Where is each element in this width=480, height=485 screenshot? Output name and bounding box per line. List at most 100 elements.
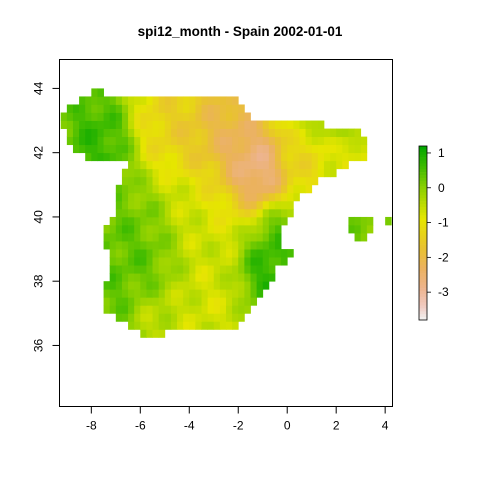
raster-cell bbox=[299, 120, 306, 129]
raster-cell bbox=[158, 152, 166, 162]
raster-cell bbox=[152, 208, 160, 218]
raster-cell bbox=[195, 200, 202, 210]
raster-cell bbox=[232, 160, 239, 170]
raster-cell bbox=[103, 297, 111, 306]
colorbar-segment bbox=[419, 282, 427, 286]
raster-cell bbox=[158, 192, 166, 202]
raster-cell bbox=[207, 200, 215, 210]
colorbar-segment bbox=[419, 262, 427, 266]
raster-cell bbox=[170, 152, 178, 162]
raster-cell bbox=[207, 289, 215, 298]
raster-cell bbox=[152, 329, 160, 338]
raster-cell bbox=[140, 241, 147, 250]
raster-cell bbox=[244, 184, 251, 194]
raster-cell bbox=[219, 128, 227, 138]
raster-cell bbox=[140, 265, 147, 274]
raster-cell bbox=[115, 112, 123, 121]
raster-cell bbox=[134, 321, 141, 330]
raster-cell bbox=[146, 200, 153, 210]
raster-cell bbox=[348, 216, 355, 226]
raster-cell bbox=[323, 136, 331, 146]
raster-cell bbox=[360, 224, 368, 234]
raster-cell bbox=[146, 128, 153, 138]
colorbar-segment bbox=[419, 183, 427, 187]
raster-cell bbox=[274, 136, 282, 146]
raster-cell bbox=[354, 152, 362, 162]
raster-cell bbox=[268, 265, 276, 274]
raster-cell bbox=[128, 233, 135, 242]
raster-cell bbox=[244, 128, 251, 138]
raster-cell bbox=[158, 200, 166, 210]
colorbar-frame bbox=[418, 145, 428, 321]
raster-cell bbox=[189, 184, 196, 194]
raster-cell bbox=[274, 120, 282, 129]
raster-cell bbox=[134, 120, 141, 129]
colorbar-segment bbox=[419, 146, 427, 150]
raster-cell bbox=[152, 297, 160, 306]
raster-cell bbox=[189, 281, 196, 290]
raster-cell bbox=[238, 104, 245, 113]
raster-cell bbox=[207, 168, 215, 178]
raster-cell bbox=[274, 249, 282, 258]
raster-cell bbox=[287, 208, 294, 218]
raster-cell bbox=[281, 144, 288, 154]
raster-cell bbox=[213, 136, 221, 146]
raster-cell bbox=[183, 176, 190, 186]
raster-cell bbox=[183, 273, 190, 282]
raster-cell bbox=[201, 200, 209, 210]
raster-cell bbox=[170, 176, 178, 186]
raster-cell bbox=[189, 104, 196, 113]
raster-cell bbox=[219, 208, 227, 218]
colorbar-tick-label: -1 bbox=[438, 216, 449, 230]
raster-cell bbox=[311, 160, 319, 170]
raster-cell bbox=[170, 120, 178, 129]
raster-cell bbox=[201, 289, 209, 298]
raster-cell bbox=[213, 249, 221, 258]
raster-cell bbox=[232, 112, 239, 121]
raster-cell bbox=[177, 265, 184, 274]
raster-cell bbox=[177, 297, 184, 306]
raster-cell bbox=[201, 152, 209, 162]
raster-cell bbox=[146, 120, 153, 129]
raster-cell bbox=[158, 233, 166, 242]
raster-cell bbox=[207, 241, 215, 250]
raster-cell bbox=[268, 224, 276, 234]
raster-cell bbox=[262, 192, 270, 202]
raster-cell bbox=[287, 136, 294, 146]
raster-cell bbox=[207, 136, 215, 146]
raster-cell bbox=[189, 289, 196, 298]
raster-cell bbox=[140, 224, 147, 234]
raster-cell bbox=[91, 88, 98, 97]
raster-cell bbox=[183, 321, 190, 330]
raster-cell bbox=[183, 313, 190, 322]
raster-cell bbox=[128, 200, 135, 210]
raster-cell bbox=[109, 305, 117, 314]
raster-cell bbox=[256, 257, 264, 266]
raster-cell bbox=[109, 112, 117, 121]
raster-cell bbox=[201, 96, 209, 105]
colorbar-segment bbox=[419, 163, 427, 167]
raster-cell bbox=[128, 249, 135, 258]
raster-cell bbox=[226, 208, 233, 218]
raster-cell bbox=[128, 289, 135, 298]
raster-cell bbox=[256, 144, 264, 154]
raster-cell bbox=[146, 208, 153, 218]
raster-cell bbox=[281, 257, 288, 266]
raster-cell bbox=[207, 208, 215, 218]
raster-cell bbox=[85, 112, 92, 121]
raster-cell bbox=[109, 241, 117, 250]
raster-cell bbox=[293, 136, 300, 146]
y-tick-label: 40 bbox=[32, 210, 46, 224]
raster-cell bbox=[189, 241, 196, 250]
raster-cell bbox=[250, 265, 258, 274]
raster-cell bbox=[238, 136, 245, 146]
raster-cell bbox=[146, 281, 153, 290]
raster-cell bbox=[121, 152, 129, 162]
colorbar-segment bbox=[419, 270, 427, 274]
colorbar-segment bbox=[419, 311, 427, 315]
raster-cell bbox=[226, 241, 233, 250]
raster-cell bbox=[250, 120, 258, 129]
raster-cell bbox=[226, 216, 233, 226]
raster-cell bbox=[91, 128, 98, 138]
raster-cell bbox=[287, 249, 294, 258]
